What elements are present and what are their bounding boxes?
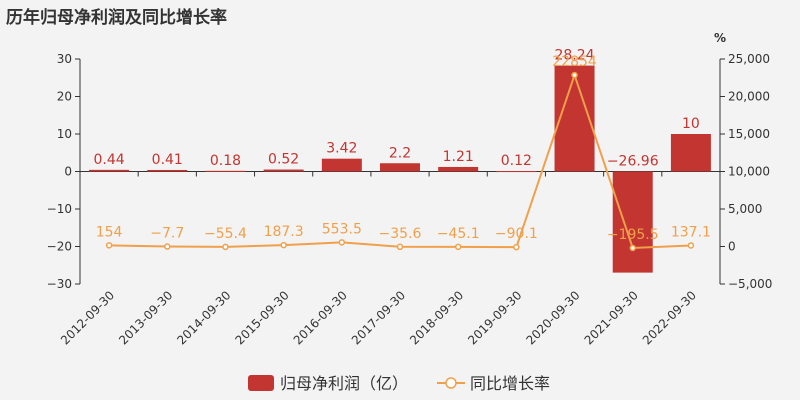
x-tick-label: 2021-09-30 xyxy=(582,288,641,347)
y-left-tick-label: 10 xyxy=(57,127,72,141)
line-value-label: −45.1 xyxy=(437,226,480,242)
bar xyxy=(205,170,246,172)
bar-value-label: 0.41 xyxy=(152,152,183,168)
bar-value-label: 10 xyxy=(682,116,700,132)
line-value-label: 137.1 xyxy=(671,224,711,240)
y-left-tick-label: 30 xyxy=(57,52,72,66)
x-tick-label: 2022-09-30 xyxy=(640,288,699,347)
y-left-tick-label: 20 xyxy=(57,90,72,104)
x-tick-label: 2018-09-30 xyxy=(407,288,466,347)
line-point xyxy=(687,242,695,249)
x-tick-label: 2016-09-30 xyxy=(291,288,350,347)
line-value-label: 553.5 xyxy=(322,221,362,237)
bar xyxy=(263,169,304,172)
legend-bar-swatch xyxy=(248,375,274,391)
bar xyxy=(496,171,537,173)
y-right-tick-label: 25,000 xyxy=(728,52,770,66)
bar-value-label: 1.21 xyxy=(443,149,474,165)
bar-value-label: −26.96 xyxy=(607,154,659,170)
line-point xyxy=(396,243,404,251)
y-right-tick-label: 5,000 xyxy=(728,202,762,216)
bar xyxy=(147,169,188,172)
line-point xyxy=(629,244,636,252)
legend-bar-label: 归母净利润（亿） xyxy=(280,374,408,393)
x-tick-label: 2012-09-30 xyxy=(58,288,117,347)
bar xyxy=(670,134,711,172)
line-point xyxy=(454,243,462,251)
y-left-tick-label: −30 xyxy=(47,277,72,291)
line-point xyxy=(222,243,229,251)
line-point xyxy=(164,243,171,250)
y-left-tick-label: 0 xyxy=(64,165,72,179)
legend-line-marker xyxy=(445,377,457,389)
x-tick-label: 2014-09-30 xyxy=(174,288,233,347)
bar-value-label: 0.18 xyxy=(210,153,241,169)
bar-value-label: 28.24 xyxy=(554,48,594,64)
bar xyxy=(380,163,420,172)
line-point xyxy=(513,243,520,251)
bar-value-label: 2.2 xyxy=(389,145,411,161)
line-point xyxy=(338,239,346,246)
y-right-tick-label: 20,000 xyxy=(728,90,770,104)
bar xyxy=(89,169,130,172)
x-tick-label: 2015-09-30 xyxy=(233,288,292,347)
line-point xyxy=(105,242,113,249)
x-tick-label: 2019-09-30 xyxy=(465,288,524,347)
line-point xyxy=(571,71,578,79)
line-value-label: 22854 xyxy=(552,54,597,70)
line-value-label: −35.6 xyxy=(379,226,422,242)
bar-value-label: 0.44 xyxy=(94,152,125,168)
line-value-label: −90.1 xyxy=(495,226,538,242)
bar xyxy=(554,65,595,172)
bar-value-label: 0.52 xyxy=(268,152,299,168)
y-right-tick-label: −5,000 xyxy=(728,277,772,291)
chart-title: 历年归母净利润及同比增长率 xyxy=(6,8,227,28)
growth-line xyxy=(109,71,691,249)
y-right-tick-label: 15,000 xyxy=(728,127,770,141)
y-right-tick-label: 10,000 xyxy=(728,165,770,179)
bar xyxy=(612,171,653,273)
bar-value-label: 3.42 xyxy=(326,141,357,157)
bar xyxy=(438,166,479,172)
line-point xyxy=(280,241,287,249)
x-tick-label: 2020-09-30 xyxy=(523,288,582,347)
y-right-unit: % xyxy=(714,31,726,45)
y-right-tick-label: 0 xyxy=(728,240,736,254)
y-left-tick-label: −10 xyxy=(47,202,72,216)
line-value-label: −195.5 xyxy=(607,227,659,243)
line-value-label: −7.7 xyxy=(150,226,184,242)
x-tick-label: 2013-09-30 xyxy=(116,288,175,347)
bar-value-label: 0.12 xyxy=(501,153,532,169)
x-tick-label: 2017-09-30 xyxy=(349,288,408,347)
line-value-label: 187.3 xyxy=(264,224,304,240)
bar xyxy=(321,158,362,172)
legend-line-label: 同比增长率 xyxy=(470,374,550,393)
line-value-label: −55.4 xyxy=(204,226,247,242)
y-left-tick-label: −20 xyxy=(47,240,72,254)
line-value-label: 154 xyxy=(96,224,123,240)
